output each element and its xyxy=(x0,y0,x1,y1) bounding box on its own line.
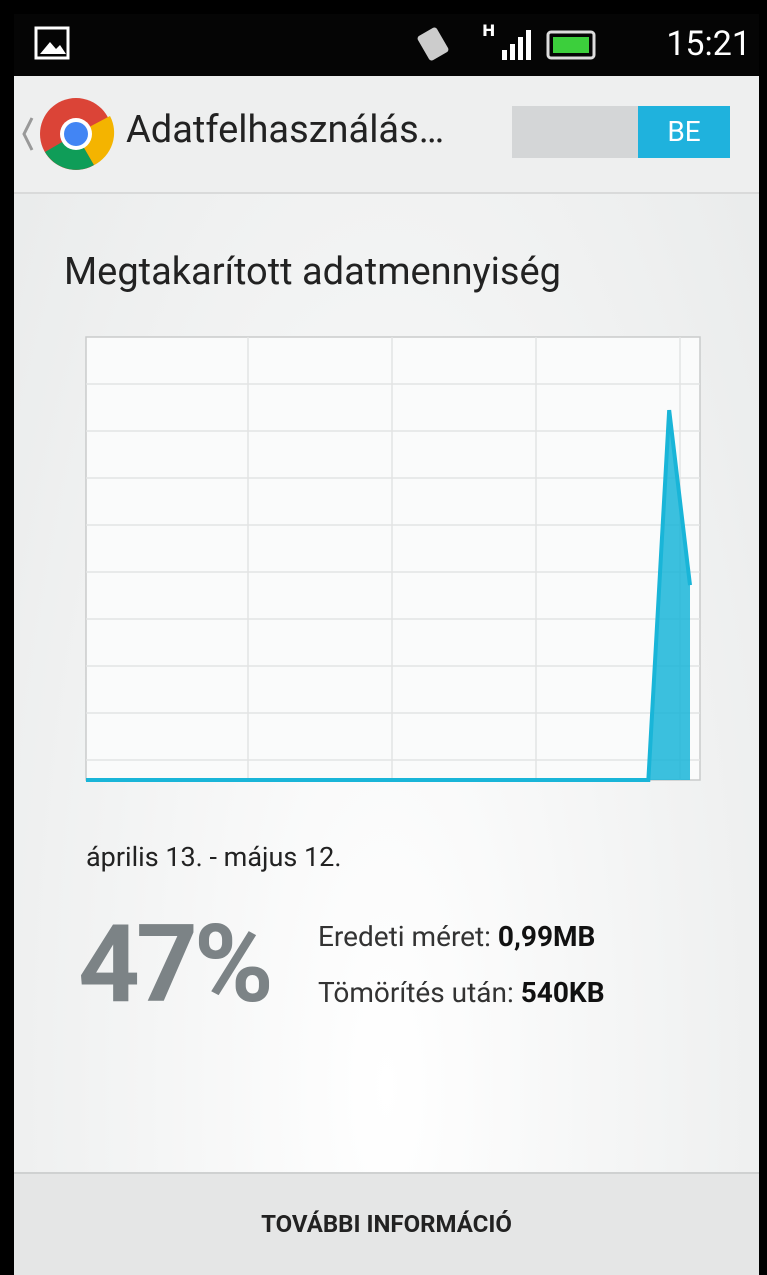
status-bar: H 15:21 xyxy=(14,14,759,76)
signal-battery xyxy=(474,14,624,76)
section-heading: Megtakarított adatmennyiség xyxy=(64,250,561,294)
stat-value: 0,99MB xyxy=(498,920,595,953)
toggle-switch[interactable]: BE xyxy=(512,106,730,158)
stat-compressed: Tömörítés után: 540KB xyxy=(318,976,605,1009)
stat-label: Eredeti méret: xyxy=(318,920,491,953)
screen: H 15:21 Adatfelhasználás… BE Megtakaríto… xyxy=(14,14,759,1275)
back-chrome-icon[interactable] xyxy=(14,76,124,192)
data-chart xyxy=(14,314,759,814)
stat-label: Tömörítés után: xyxy=(318,976,514,1009)
app-title: Adatfelhasználás… xyxy=(126,108,444,152)
date-range: április 13. - május 12. xyxy=(86,841,341,873)
stat-original: Eredeti méret: 0,99MB xyxy=(318,920,595,953)
clock: 15:21 xyxy=(666,24,751,64)
page: {"status_bar": {"time": "15:21"}, "app_b… xyxy=(0,0,767,1275)
toggle-label: BE xyxy=(638,106,730,158)
more-info-button[interactable]: TOVÁBBI INFORMÁCIÓ xyxy=(14,1210,759,1238)
status-icons: H xyxy=(14,14,494,76)
app-bar: Adatfelhasználás… BE xyxy=(14,76,759,194)
stat-value: 540KB xyxy=(521,976,605,1009)
savings-percent: 47% xyxy=(78,902,270,1028)
footer: TOVÁBBI INFORMÁCIÓ xyxy=(14,1172,759,1275)
